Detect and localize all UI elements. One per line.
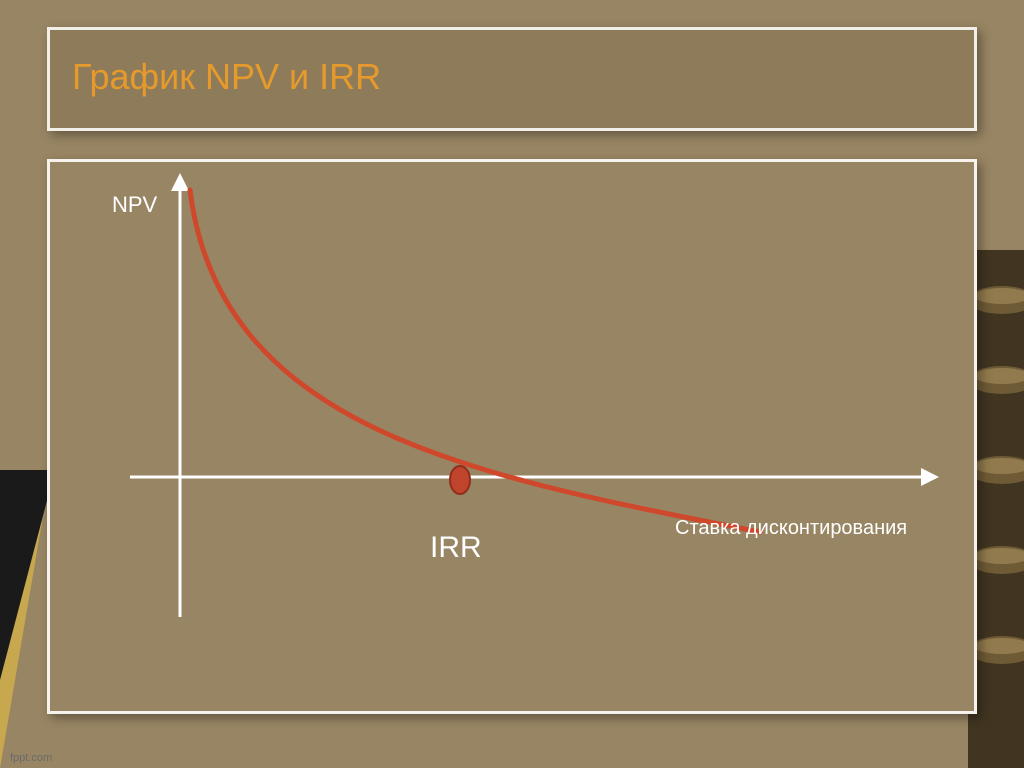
irr-marker (450, 466, 470, 494)
y-axis-label: NPV (112, 192, 158, 217)
irr-label: IRR (430, 531, 482, 564)
title-panel: График NPV и IRR (47, 27, 977, 131)
npv-curve (190, 190, 760, 532)
x-axis-label: Ставка дисконтирования (675, 517, 907, 539)
slide-title: График NPV и IRR (72, 56, 974, 98)
chart-panel: NPV Ставка дисконтирования IRR (47, 159, 977, 714)
npv-irr-chart: NPV Ставка дисконтирования IRR (50, 162, 974, 711)
footer-credit: fppt.com (10, 752, 52, 764)
slide-root: График NPV и IRR NPV Ставка дисконтирован… (0, 0, 1024, 768)
